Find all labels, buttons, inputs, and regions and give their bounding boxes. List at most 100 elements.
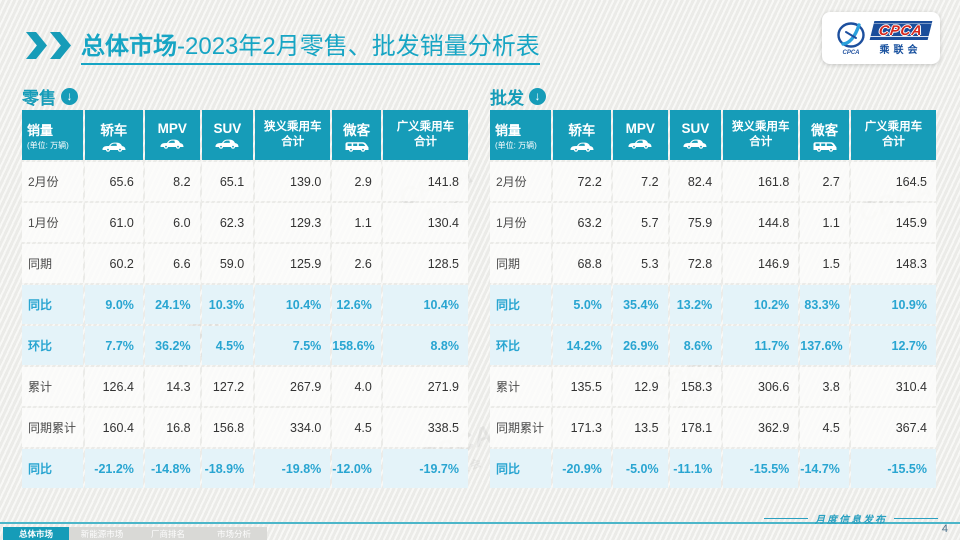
cell-value: 145.9 [850,203,936,242]
cell-value: 125.9 [255,244,331,283]
cell-value: 158.3 [669,367,722,406]
cell-value: 14.3 [144,367,200,406]
page-title: 总体市场-2023年2月零售、批发销量分析表 [81,26,540,65]
cell-value: 8.6% [669,326,722,365]
cell-value: 178.1 [669,408,722,447]
page-title-bold: 总体市场 [81,33,177,60]
cell-value: 139.0 [255,162,331,201]
cell-value: -15.5% [723,449,799,488]
cell-value: 62.3 [201,203,254,242]
table-row: 同比 9.0% 24.1% 10.3% 10.4% 12.6% 10.4% [22,285,468,324]
cell-value: -19.8% [255,449,331,488]
table-row: 环比 7.7% 36.2% 4.5% 7.5% 158.6% 8.8% [22,326,468,365]
microvan-icon [345,141,369,152]
cell-value: 1.1 [332,203,381,242]
cell-value: 13.5 [612,408,668,447]
cell-value: 129.3 [255,203,331,242]
cell-value: 367.4 [850,408,936,447]
tab-market-analysis[interactable]: 市场分析 [201,527,267,540]
cell-value: 137.6% [800,326,849,365]
wholesale-section-label: 批发 ↓ [490,84,546,109]
col-header-broad-pv-total: 广义乘用车 合计 [382,110,468,160]
cell-value: 4.5% [201,326,254,365]
cell-value: 4.0 [332,367,381,406]
tab-oem-ranking[interactable]: 厂商排名 [135,527,201,540]
retail-header-row: 销量 (单位: 万辆) 轿车 MPV SUV [22,110,468,160]
table-row: 环比 14.2% 26.9% 8.6% 11.7% 137.6% 12.7% [490,326,936,365]
col-header-sedan: 轿车 [84,110,143,160]
row-label: 同比 [490,285,551,324]
cell-value: -5.0% [612,449,668,488]
col-header-mpv: MPV [612,110,668,160]
table-row: 同比 5.0% 35.4% 13.2% 10.2% 83.3% 10.9% [490,285,936,324]
mpv-car-icon [160,139,184,149]
cell-value: 12.6% [332,285,381,324]
cell-value: 10.2% [723,285,799,324]
footer-nav-tabs: 总体市场 新能源市场 厂商排名 市场分析 [3,527,267,540]
cell-value: 127.2 [201,367,254,406]
col-header-suv: SUV [201,110,254,160]
cpca-logo: CPCA CPCA 乘联会 [822,12,940,64]
cell-value: 13.2% [669,285,722,324]
cell-value: 128.5 [382,244,468,283]
cell-value: -20.9% [552,449,611,488]
double-chevron-right-icon [26,32,71,59]
col-header-narrow-pv-total: 狭义乘用车 合计 [255,110,331,160]
table-row: 同期累计 171.3 13.5 178.1 362.9 4.5 367.4 [490,408,936,447]
wholesale-header-row: 销量 (单位: 万辆) 轿车 MPV SUV [490,110,936,160]
cell-value: 10.3% [201,285,254,324]
cell-value: 156.8 [201,408,254,447]
cell-value: -21.2% [84,449,143,488]
table-row: 同比 -20.9% -5.0% -11.1% -15.5% -14.7% -15.5% [490,449,936,488]
cell-value: 72.2 [552,162,611,201]
page-number: 4 [941,523,948,535]
cell-value: 35.4% [612,285,668,324]
col-header-mpv: MPV [144,110,200,160]
cell-value: 135.5 [552,367,611,406]
suv-car-icon [215,139,239,149]
download-arrow-icon: ↓ [529,88,546,105]
cpca-chinese-name: 乘联会 [879,44,922,56]
cell-value: 7.7% [84,326,143,365]
cell-value: 5.3 [612,244,668,283]
row-label: 同期 [22,244,83,283]
cell-value: 158.6% [332,326,381,365]
cell-value: 4.5 [800,408,849,447]
retail-label: 零售 [22,89,56,108]
row-label: 同期累计 [22,408,83,447]
cell-value: 334.0 [255,408,331,447]
cell-value: 9.0% [84,285,143,324]
row-label: 同期 [490,244,551,283]
cell-value: 130.4 [382,203,468,242]
cell-value: 10.4% [255,285,331,324]
monthly-release-label: 月度信息发布 [764,511,938,526]
cell-value: -14.8% [144,449,200,488]
cell-value: 362.9 [723,408,799,447]
retail-section-label: 零售 ↓ [22,84,78,109]
cell-value: 148.3 [850,244,936,283]
cell-value: -18.9% [201,449,254,488]
cell-value: 5.0% [552,285,611,324]
slide-header: 总体市场-2023年2月零售、批发销量分析表 [26,26,540,65]
cell-value: 338.5 [382,408,468,447]
row-label: 累计 [22,367,83,406]
cell-value: 126.4 [84,367,143,406]
cell-value: 6.0 [144,203,200,242]
cell-value: 65.6 [84,162,143,201]
cell-value: -12.0% [332,449,381,488]
retail-table: 销量 (单位: 万辆) 轿车 MPV SUV [20,108,470,490]
tab-nev-market[interactable]: 新能源市场 [69,527,135,540]
cell-value: 8.8% [382,326,468,365]
cell-value: 26.9% [612,326,668,365]
svg-text:CPCA: CPCA [842,50,859,56]
cell-value: 5.7 [612,203,668,242]
cell-value: 65.1 [201,162,254,201]
tab-overall-market[interactable]: 总体市场 [3,527,69,540]
cell-value: 14.2% [552,326,611,365]
cell-value: 36.2% [144,326,200,365]
cell-value: 82.4 [669,162,722,201]
cell-value: 10.4% [382,285,468,324]
row-label: 2月份 [22,162,83,201]
table-row: 同期 60.2 6.6 59.0 125.9 2.6 128.5 [22,244,468,283]
col-header-microvan: 微客 [800,110,849,160]
